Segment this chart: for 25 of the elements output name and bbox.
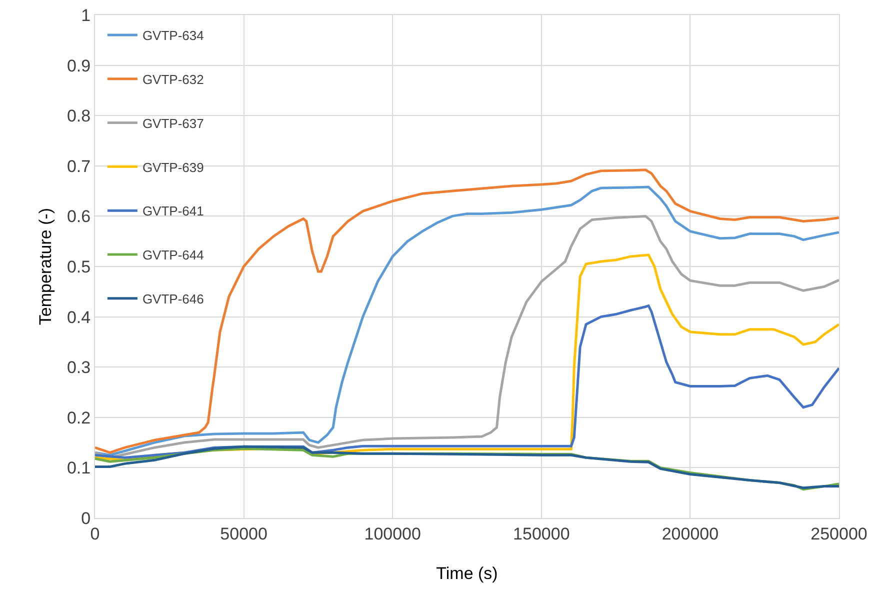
- x-tick-label: 50000: [220, 524, 268, 544]
- legend-label: GVTP-637: [142, 116, 204, 131]
- y-tick-label: 0.8: [66, 106, 91, 126]
- legend-label: GVTP-639: [142, 160, 204, 175]
- y-tick-label: 0.1: [66, 458, 91, 478]
- x-tick-label: 250000: [810, 524, 868, 544]
- y-tick-label: 0.2: [66, 408, 91, 428]
- legend-label: GVTP-641: [142, 204, 204, 219]
- y-tick-label: 0.9: [66, 56, 91, 76]
- y-axis-title: Temperature (-): [36, 208, 55, 326]
- y-tick-label: 0.7: [66, 156, 91, 176]
- x-tick-label: 150000: [513, 524, 570, 544]
- y-tick-label: 0.6: [66, 207, 91, 226]
- x-axis-title: Time (s): [436, 564, 498, 583]
- y-tick-label: 1: [81, 6, 91, 25]
- legend-label: GVTP-632: [142, 72, 204, 87]
- x-tick-label: 100000: [364, 524, 421, 544]
- x-tick-label: 200000: [662, 524, 719, 544]
- legend-label: GVTP-644: [142, 248, 204, 263]
- y-tick-label: 0.4: [66, 308, 91, 327]
- y-tick-label: 0: [81, 508, 91, 528]
- y-tick-label: 0.3: [66, 358, 91, 378]
- y-tick-label: 0.5: [66, 257, 91, 276]
- legend-label: GVTP-634: [142, 28, 204, 44]
- legend-label: GVTP-646: [142, 291, 204, 306]
